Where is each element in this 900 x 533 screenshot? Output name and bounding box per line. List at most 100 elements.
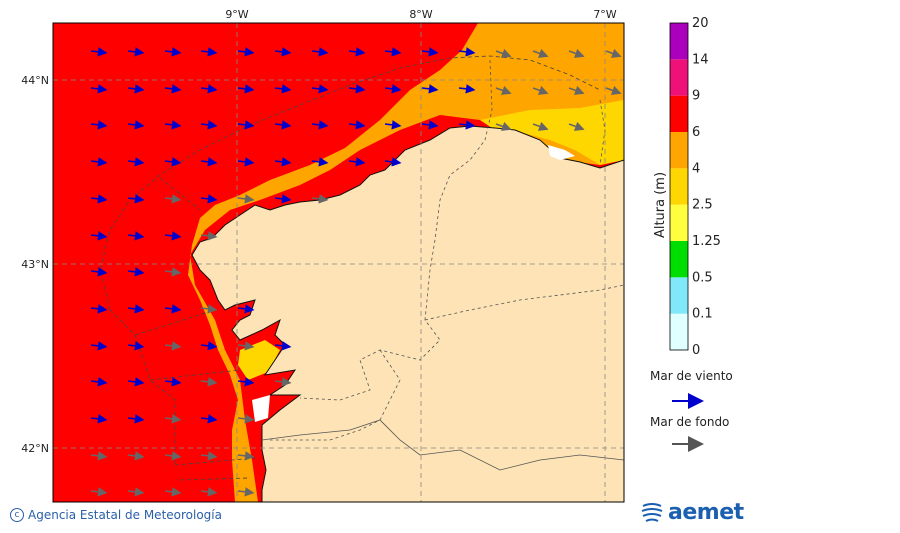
wind-sea-arrow	[384, 157, 402, 167]
wind-sea-arrow	[127, 231, 145, 241]
colorbar-tick-label: 0.1	[692, 307, 713, 322]
wind-sea-arrow	[164, 157, 182, 167]
wind-sea-arrow	[237, 377, 255, 387]
wind-sea-arrow	[348, 84, 366, 94]
wind-sea-arrow	[274, 157, 292, 167]
wind-sea-arrow	[311, 120, 329, 130]
copyright-icon: c	[10, 508, 24, 522]
colorbar-segment	[670, 241, 688, 278]
swell-arrow	[200, 231, 218, 241]
swell-arrow	[127, 451, 145, 461]
colorbar-segment	[670, 59, 688, 96]
colorbar-frame	[669, 22, 689, 351]
swell-arrow	[164, 341, 182, 351]
colorbar-segment	[670, 204, 688, 241]
wind-sea-arrow	[127, 267, 145, 277]
lat-tick-label: 44°N	[21, 74, 49, 87]
wind-sea-arrow	[421, 84, 439, 94]
wind-sea-arrow	[200, 157, 218, 167]
wind-sea-arrow	[164, 47, 182, 57]
aemet-logo-icon	[641, 502, 663, 522]
swell-arrow	[274, 377, 292, 387]
swell-arrow	[568, 121, 585, 131]
swell-arrow	[495, 85, 512, 95]
wind-sea-arrow	[237, 304, 255, 314]
wind-sea-arrow	[200, 341, 218, 351]
wind-sea-arrow	[458, 120, 476, 130]
colorbar-segment	[670, 95, 688, 132]
province-borders	[270, 59, 624, 441]
swell-arrow	[164, 487, 182, 497]
wind-sea-arrow	[237, 157, 255, 167]
swell-arrow	[164, 267, 182, 277]
wind-sea-arrow	[127, 157, 145, 167]
wind-sea-arrow	[127, 377, 145, 387]
map-frame	[52, 22, 625, 503]
swell-arrow	[605, 85, 622, 95]
wind-sea-arrow	[90, 194, 108, 204]
swell-arrow	[90, 451, 108, 461]
wind-sea-arrow	[90, 267, 108, 277]
wind-sea-arrow	[384, 47, 402, 57]
swell-arrow	[532, 48, 549, 58]
colorbar-segment	[670, 132, 688, 169]
wind-sea-arrow	[458, 47, 476, 57]
wind-sea-arrow	[127, 120, 145, 130]
swell-arrow	[532, 85, 549, 95]
swell-arrow	[568, 48, 585, 58]
legend-wind-sea-label: Mar de viento	[650, 369, 733, 383]
wind-sea-arrow	[127, 47, 145, 57]
wind-sea-arrow	[274, 341, 292, 351]
wind-sea-arrow	[127, 304, 145, 314]
wind-sea-arrow	[348, 47, 366, 57]
wind-sea-arrow	[200, 47, 218, 57]
swell-arrow	[127, 487, 145, 497]
colorbar-tick-label: 2.5	[692, 198, 713, 213]
wind-sea-arrow	[90, 414, 108, 424]
wind-sea-arrow	[127, 414, 145, 424]
colorbar-tick-label: 1.25	[692, 234, 721, 249]
swell-arrow	[237, 487, 255, 497]
wind-sea-arrow	[200, 194, 218, 204]
wind-sea-arrow	[90, 377, 108, 387]
graticule	[53, 23, 624, 502]
land-galicia	[191, 125, 624, 502]
wind-sea-arrow	[421, 120, 439, 130]
wind-sea-arrow	[200, 414, 218, 424]
swell-arrow	[532, 121, 549, 131]
wind-sea-arrow	[237, 47, 255, 57]
wind-sea-arrow	[127, 341, 145, 351]
colorbar-segment	[670, 277, 688, 314]
wind-sea-arrow	[90, 84, 108, 94]
wind-sea-arrow	[90, 231, 108, 241]
legend-swell-label: Mar de fondo	[650, 415, 729, 429]
swell-arrow	[200, 451, 218, 461]
swell-arrow	[164, 451, 182, 461]
wind-sea-arrow	[127, 194, 145, 204]
wind-sea-arrow	[274, 84, 292, 94]
swell-arrow	[237, 451, 255, 461]
lon-tick-label: 7°W	[593, 8, 616, 21]
swell-arrow	[90, 487, 108, 497]
colorbar: 0 0.1 0.5 1.25 2.5 4 6 9 14 20	[669, 16, 721, 358]
swell-arrow	[311, 194, 329, 204]
sea-mid-band	[188, 23, 624, 502]
wind-sea-arrow	[90, 120, 108, 130]
swell-arrow	[237, 194, 255, 204]
swell-arrow	[237, 414, 255, 424]
wind-sea-arrow	[384, 120, 402, 130]
colorbar-tick-label: 4	[692, 161, 700, 176]
colorbar-segment	[670, 168, 688, 205]
wind-sea-arrow	[164, 377, 182, 387]
wind-sea-arrow	[200, 84, 218, 94]
colorbar-tick-label: 0	[692, 343, 700, 358]
colorbar-tick-label: 6	[692, 125, 700, 140]
wind-sea-arrow	[90, 157, 108, 167]
wind-sea-arrow	[127, 84, 145, 94]
sea-low-band	[480, 100, 624, 165]
credit: c Agencia Estatal de Meteorología	[10, 508, 222, 522]
lat-tick-label: 43°N	[21, 258, 49, 271]
wind-sea-arrow	[164, 231, 182, 241]
wind-sea-arrow	[200, 120, 218, 130]
